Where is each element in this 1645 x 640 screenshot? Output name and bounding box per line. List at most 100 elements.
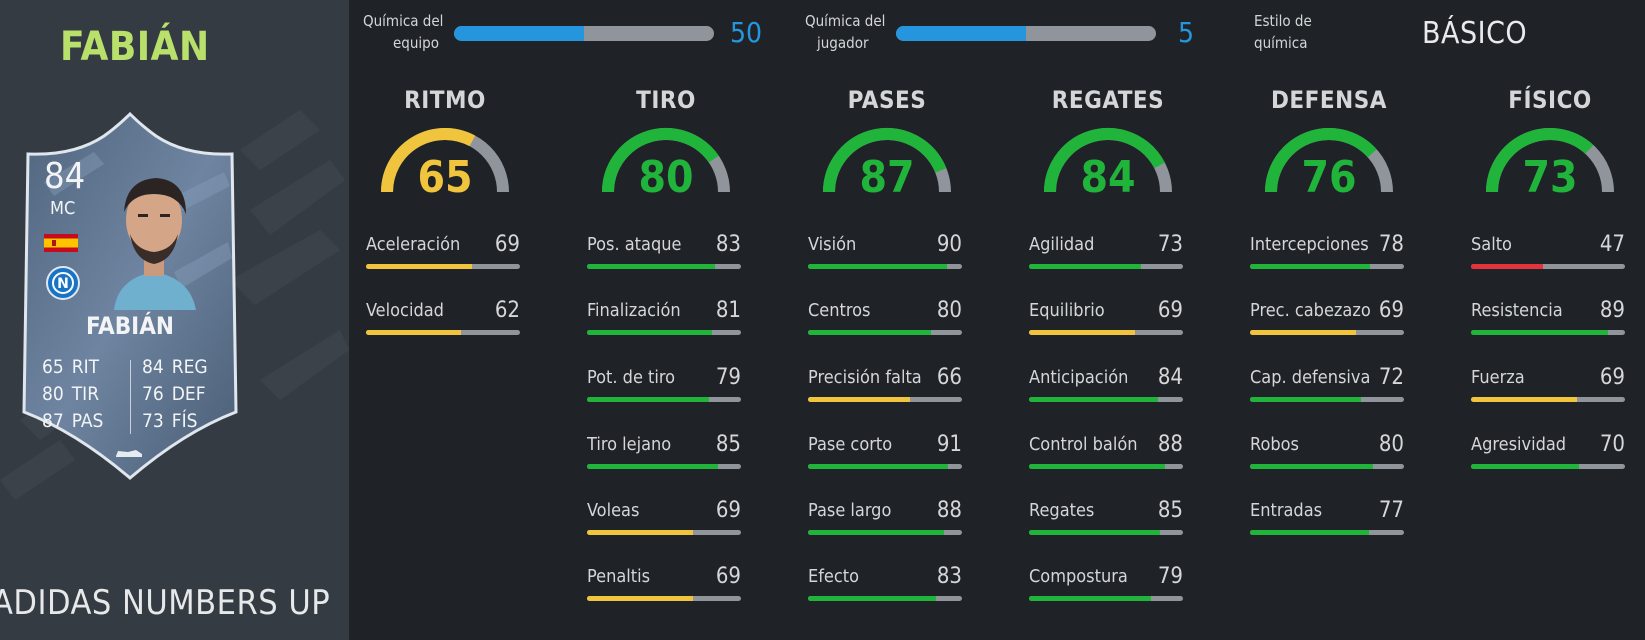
- club-badge-icon: N: [46, 266, 80, 300]
- stat-row[interactable]: Entradas 77: [1250, 498, 1408, 540]
- stat-row[interactable]: Velocidad 62: [366, 298, 524, 340]
- stat-label: Entradas: [1250, 500, 1323, 521]
- stat-bar-fill: [808, 330, 932, 335]
- stat-value: 69: [1599, 365, 1625, 390]
- stat-value: 85: [715, 432, 741, 457]
- gauge-fill: [1044, 128, 1165, 193]
- stat-row[interactable]: Pot. de tiro 79: [587, 365, 745, 407]
- stat-row[interactable]: Precisión falta 66: [808, 365, 966, 407]
- stat-row[interactable]: Cap. defensiva 72: [1250, 365, 1408, 407]
- stat-value: 84: [1157, 365, 1183, 390]
- stat-value: 78: [1378, 232, 1404, 257]
- stat-row[interactable]: Fuerza 69: [1471, 365, 1629, 407]
- card-stat-label: REG: [171, 356, 208, 378]
- stat-value: 81: [715, 298, 741, 323]
- stat-row[interactable]: Intercepciones 78: [1250, 232, 1408, 274]
- stat-row[interactable]: Regates 85: [1029, 498, 1187, 540]
- category-gauge: [602, 128, 730, 193]
- stat-row[interactable]: Salto 47: [1471, 232, 1629, 274]
- card-stat-value: 84: [142, 356, 164, 378]
- stat-bar: [808, 596, 962, 601]
- stat-label: Intercepciones: [1250, 234, 1369, 255]
- stat-value: 80: [936, 298, 962, 323]
- stat-label: Pos. ataque: [587, 234, 682, 255]
- stat-row[interactable]: Compostura 79: [1029, 564, 1187, 606]
- stat-label: Agresividad: [1471, 434, 1567, 455]
- chemistry-style-value[interactable]: BÁSICO: [1422, 16, 1528, 51]
- stat-value: 83: [936, 564, 962, 589]
- gauge-fill: [1265, 128, 1377, 193]
- gauge-fill: [1486, 128, 1594, 193]
- stat-bar-fill: [1250, 264, 1371, 269]
- stat-row[interactable]: Visión 90: [808, 232, 966, 274]
- stat-bar: [587, 397, 741, 402]
- stat-bar: [587, 530, 741, 535]
- player-chemistry-label-line1: Química del: [805, 12, 886, 30]
- promo-label: ADIDAS NUMBERS UP: [0, 583, 331, 623]
- stat-label: Voleas: [587, 500, 640, 521]
- spain-flag-icon: [44, 234, 78, 252]
- stat-row[interactable]: Equilibrio 69: [1029, 298, 1187, 340]
- player-chemistry-label: Química del jugador: [805, 10, 885, 54]
- stat-value: 69: [715, 498, 741, 523]
- stat-row[interactable]: Pos. ataque 83: [587, 232, 745, 274]
- stat-bar-fill: [587, 530, 694, 535]
- stat-bar-fill: [587, 596, 694, 601]
- category-gauge: [1486, 128, 1614, 193]
- player-name: FABIÁN: [60, 24, 210, 70]
- stat-row[interactable]: Voleas 69: [587, 498, 745, 540]
- stat-row[interactable]: Pase largo 88: [808, 498, 966, 540]
- stat-row[interactable]: Anticipación 84: [1029, 365, 1187, 407]
- stat-bar: [1250, 330, 1404, 335]
- stat-bar: [1029, 596, 1183, 601]
- category-value: 65: [417, 152, 473, 203]
- stat-value: 47: [1599, 232, 1625, 257]
- category-title: TIRO: [636, 86, 696, 114]
- stat-label: Velocidad: [366, 300, 444, 321]
- stat-label: Penaltis: [587, 566, 651, 587]
- card-rating: 84: [44, 156, 86, 197]
- stat-label: Precisión falta: [808, 367, 922, 388]
- stat-bar: [1471, 464, 1625, 469]
- player-chemistry-bar: [896, 26, 1156, 41]
- stat-row[interactable]: Centros 80: [808, 298, 966, 340]
- stat-row[interactable]: Robos 80: [1250, 432, 1408, 474]
- stat-row[interactable]: Penaltis 69: [587, 564, 745, 606]
- card-stat-value: 80: [42, 383, 64, 405]
- stat-value: 88: [1157, 432, 1183, 457]
- stat-value: 69: [715, 564, 741, 589]
- card-stat-value: 73: [142, 410, 164, 432]
- stat-row[interactable]: Prec. cabezazo 69: [1250, 298, 1408, 340]
- stat-label: Anticipación: [1029, 367, 1129, 388]
- stat-label: Pase corto: [808, 434, 893, 455]
- stat-value: 70: [1599, 432, 1625, 457]
- category-gauge: [1265, 128, 1393, 193]
- player-chemistry-value: 5: [1178, 16, 1195, 49]
- stat-row[interactable]: Finalización 81: [587, 298, 745, 340]
- stat-label: Prec. cabezazo: [1250, 300, 1371, 321]
- stat-row[interactable]: Agresividad 70: [1471, 432, 1629, 474]
- stat-row[interactable]: Aceleración 69: [366, 232, 524, 274]
- card-stat-value: 87: [42, 410, 64, 432]
- stat-bar-fill: [808, 596, 936, 601]
- stat-row[interactable]: Pase corto 91: [808, 432, 966, 474]
- card-stats-divider: [130, 360, 131, 434]
- stat-row[interactable]: Resistencia 89: [1471, 298, 1629, 340]
- stat-bar: [587, 464, 741, 469]
- stat-value: 69: [1378, 298, 1404, 323]
- player-card[interactable]: 84 MC N FABIÁN 65 RIT 84 REG: [14, 112, 246, 480]
- stat-label: Pase largo: [808, 500, 892, 521]
- stat-row[interactable]: Efecto 83: [808, 564, 966, 606]
- stat-row[interactable]: Tiro lejano 85: [587, 432, 745, 474]
- stat-bar: [366, 330, 520, 335]
- stat-bar-fill: [587, 464, 718, 469]
- stat-row[interactable]: Control balón 88: [1029, 432, 1187, 474]
- stat-row[interactable]: Agilidad 73: [1029, 232, 1187, 274]
- player-chemistry-fill: [896, 26, 1026, 41]
- gauge-fill: [823, 128, 947, 193]
- player-chemistry-label-line2: jugador: [817, 34, 869, 52]
- stat-bar: [808, 464, 962, 469]
- stat-label: Resistencia: [1471, 300, 1563, 321]
- category-value: 73: [1522, 152, 1578, 203]
- stat-bar-fill: [808, 464, 949, 469]
